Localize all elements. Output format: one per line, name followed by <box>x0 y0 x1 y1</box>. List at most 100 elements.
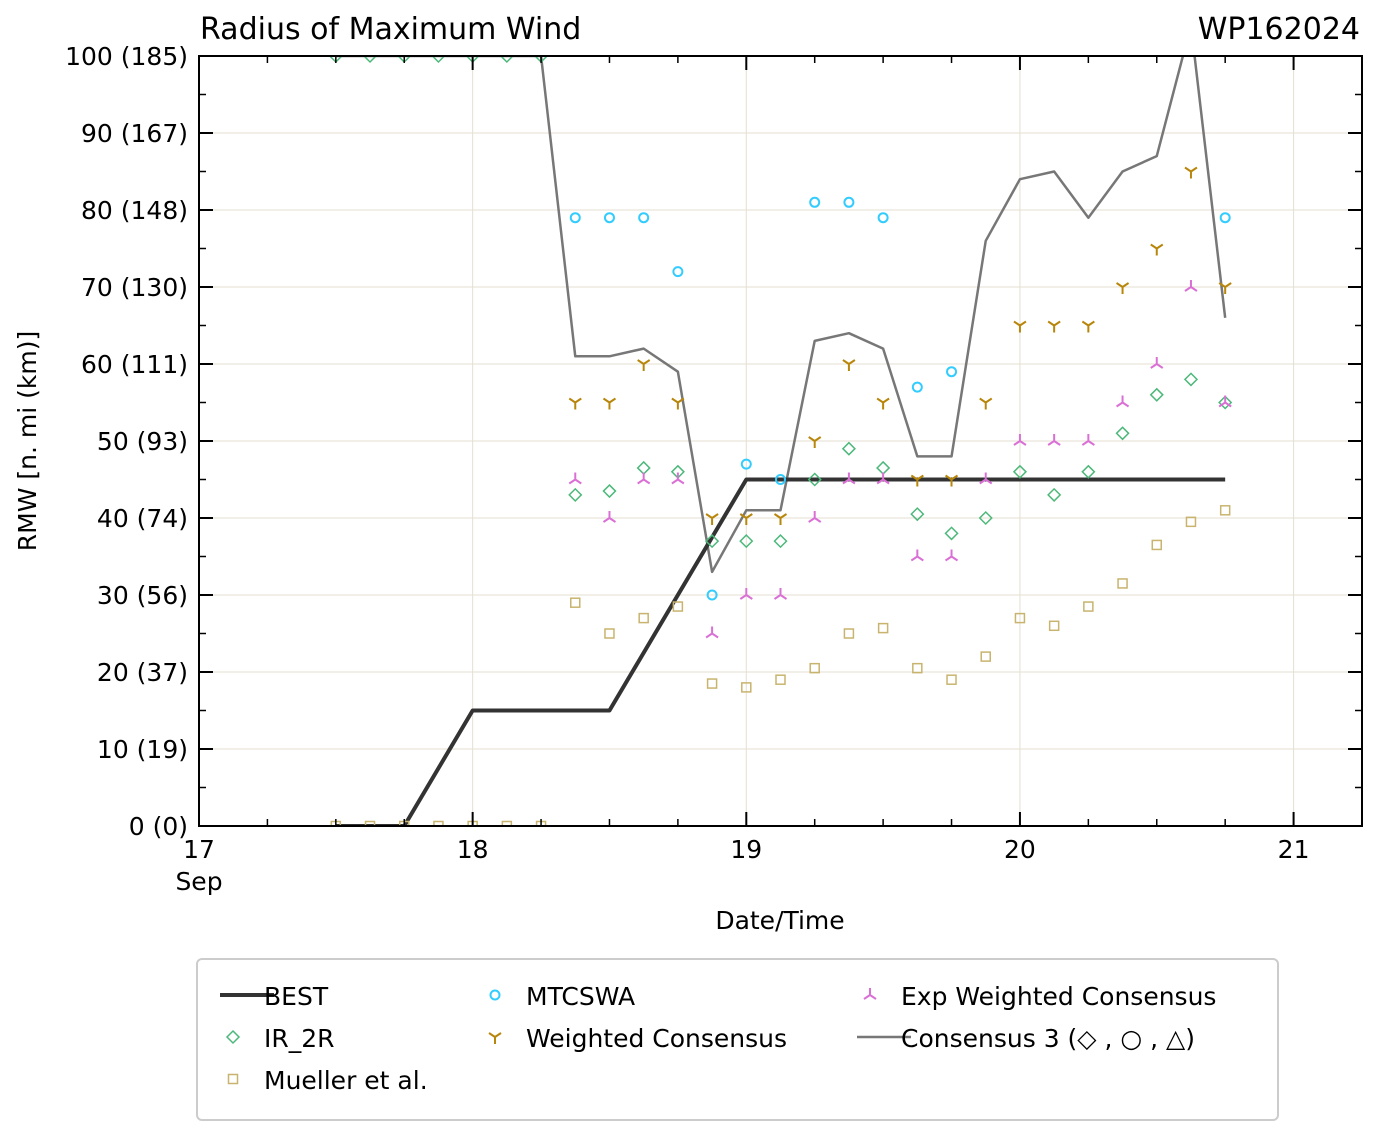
x-tick-label: 17 <box>183 835 215 864</box>
data-point-exp-weighted-consensus <box>979 472 993 485</box>
data-point-weighted-consensus <box>808 436 822 448</box>
data-point-mueller-et-al <box>1048 620 1060 632</box>
data-point-mtcswa <box>740 458 752 470</box>
legend-marker <box>225 1029 241 1045</box>
data-point-ir-2r <box>362 56 378 64</box>
data-point-mueller-et-al <box>912 662 923 674</box>
y-tick-label: 70 (130) <box>81 273 188 302</box>
data-point-mtcswa <box>1219 212 1231 224</box>
x-axis-label: Date/Time <box>715 906 844 935</box>
data-point-mueller-et-al <box>741 682 752 693</box>
data-point-ir-2r <box>636 460 651 476</box>
data-point-weighted-consensus <box>602 397 617 410</box>
data-point-mtcswa <box>911 381 923 393</box>
data-point-ir-2r <box>431 56 446 64</box>
data-point-weighted-consensus <box>876 397 890 410</box>
data-point-mueller-et-al <box>1151 539 1163 551</box>
y-tick-label: 90 (167) <box>81 119 188 148</box>
legend-label: Weighted Consensus <box>526 1024 787 1053</box>
data-point-mtcswa <box>706 589 718 601</box>
data-point-weighted-consensus <box>944 474 959 487</box>
data-point-mtcswa <box>672 266 684 278</box>
data-point-ir-2r <box>499 56 514 64</box>
y-tick-label: 100 (185) <box>65 42 188 71</box>
data-point-ir-2r <box>1115 426 1130 441</box>
data-point-mtcswa <box>569 212 581 224</box>
data-point-weighted-consensus <box>568 397 582 410</box>
data-point-mueller-et-al <box>1014 612 1026 624</box>
y-tick-label: 20 (37) <box>97 658 188 687</box>
legend-label: MTCSWA <box>526 982 635 1011</box>
data-point-exp-weighted-consensus <box>808 511 822 523</box>
y-axis-label: RMW [n. mi (km)] <box>13 331 42 551</box>
y-tick-label: 0 (0) <box>129 812 188 841</box>
x-tick-label: 20 <box>1004 835 1036 864</box>
data-point-exp-weighted-consensus <box>671 472 685 485</box>
legend-marker <box>227 1073 239 1085</box>
data-point-weighted-consensus <box>671 397 685 410</box>
data-point-mueller-et-al <box>604 628 615 639</box>
legend <box>196 958 1279 1121</box>
data-point-mtcswa <box>843 196 855 208</box>
data-point-exp-weighted-consensus <box>1116 395 1130 408</box>
legend-label: Exp Weighted Consensus <box>901 982 1216 1011</box>
data-point-ir-2r <box>910 507 925 522</box>
data-point-ir-2r <box>739 534 754 549</box>
data-point-exp-weighted-consensus <box>705 626 719 639</box>
y-tick-label: 50 (93) <box>97 427 188 456</box>
data-point-mtcswa <box>809 196 821 208</box>
storm-id: WP162024 <box>1198 12 1360 47</box>
data-point-exp-weighted-consensus <box>910 549 924 562</box>
x-tick-label: 18 <box>457 835 489 864</box>
data-point-ir-2r <box>807 472 822 487</box>
data-point-exp-weighted-consensus <box>773 588 788 600</box>
data-point-ir-2r <box>1012 464 1028 479</box>
data-point-exp-weighted-consensus <box>1047 434 1061 446</box>
data-point-weighted-consensus <box>1013 320 1027 333</box>
data-point-weighted-consensus <box>1184 166 1198 179</box>
data-point-exp-weighted-consensus <box>1184 280 1198 292</box>
data-point-mtcswa <box>775 474 786 485</box>
data-point-mtcswa <box>638 212 650 224</box>
data-point-mueller-et-al <box>809 662 820 674</box>
data-point-exp-weighted-consensus <box>1013 434 1027 446</box>
data-point-ir-2r <box>602 483 617 499</box>
data-point-weighted-consensus <box>910 474 924 487</box>
legend-label: BEST <box>264 982 329 1011</box>
legend-marker <box>863 988 877 1000</box>
legend-label: IR_2R <box>264 1024 335 1053</box>
data-point-weighted-consensus <box>1047 320 1061 333</box>
data-point-weighted-consensus <box>705 513 719 525</box>
data-point-exp-weighted-consensus <box>1150 357 1164 369</box>
data-point-exp-weighted-consensus <box>568 472 582 485</box>
data-point-ir-2r <box>705 534 720 549</box>
chart-title: Radius of Maximum Wind <box>200 12 581 47</box>
data-point-mtcswa <box>877 212 889 224</box>
legend-label: Consensus 3 (◇ , ○ , △) <box>901 1024 1195 1053</box>
series-line-consensus-3 <box>335 56 1227 574</box>
data-point-exp-weighted-consensus <box>842 472 856 485</box>
data-point-ir-2r <box>944 526 959 541</box>
data-point-ir-2r <box>1218 395 1233 410</box>
data-point-mueller-et-al <box>1185 516 1197 528</box>
legend-marker <box>488 1032 502 1044</box>
data-point-ir-2r <box>841 441 856 456</box>
y-tick-label: 40 (74) <box>97 504 188 533</box>
data-point-ir-2r <box>978 510 993 526</box>
series-line-best <box>335 477 1226 826</box>
data-point-exp-weighted-consensus <box>876 472 890 485</box>
x-tick-label: 21 <box>1278 835 1310 864</box>
data-point-mueller-et-al <box>501 820 513 826</box>
data-point-exp-weighted-consensus <box>602 511 617 523</box>
data-point-ir-2r <box>1047 487 1062 502</box>
data-point-mueller-et-al <box>946 674 957 685</box>
data-point-weighted-consensus <box>1150 243 1164 256</box>
data-point-mueller-et-al <box>877 622 889 634</box>
data-point-ir-2r <box>1149 387 1164 402</box>
data-point-mueller-et-al <box>843 628 855 639</box>
data-point-exp-weighted-consensus <box>739 588 753 600</box>
data-point-mtcswa <box>946 366 958 378</box>
data-point-exp-weighted-consensus <box>637 472 651 485</box>
data-point-mueller-et-al <box>1083 601 1094 612</box>
data-point-mueller-et-al <box>638 612 649 624</box>
